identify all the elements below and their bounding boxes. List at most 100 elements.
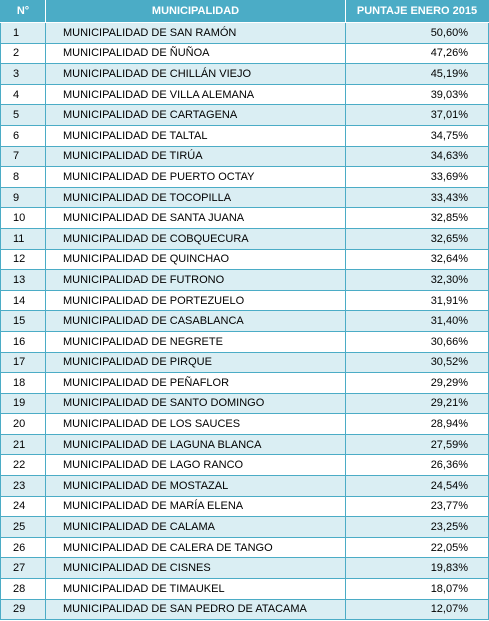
table-row: 13 MUNICIPALIDAD DE FUTRONO 32,30% xyxy=(0,269,489,291)
row-municipality: MUNICIPALIDAD DE CALAMA xyxy=(45,516,346,538)
row-municipality: MUNICIPALIDAD DE QUINCHAO xyxy=(45,248,346,271)
table-row: 17 MUNICIPALIDAD DE PIRQUE 30,52% xyxy=(0,351,489,374)
row-number: 20 xyxy=(0,413,46,435)
row-score: 23,25% xyxy=(345,516,489,538)
row-score: 47,26% xyxy=(345,42,489,65)
row-score: 27,59% xyxy=(345,433,489,456)
row-number: 29 xyxy=(0,598,46,621)
row-score: 32,64% xyxy=(345,248,489,271)
row-number: 10 xyxy=(0,207,46,229)
row-score: 45,19% xyxy=(345,63,489,85)
row-municipality: MUNICIPALIDAD DE MARÍA ELENA xyxy=(45,495,346,518)
row-number: 28 xyxy=(0,578,46,600)
table-row: 16 MUNICIPALIDAD DE NEGRETE 30,66% xyxy=(0,330,489,353)
row-number: 3 xyxy=(0,63,46,85)
row-score: 29,29% xyxy=(345,372,489,394)
row-score: 32,85% xyxy=(345,207,489,229)
row-score: 18,07% xyxy=(345,578,489,600)
table-body: 1 MUNICIPALIDAD DE SAN RAMÓN 50,60% 2 MUNICI… xyxy=(0,22,489,621)
row-municipality: MUNICIPALIDAD DE LAGUNA BLANCA xyxy=(45,433,346,456)
row-number: 6 xyxy=(0,124,46,147)
row-score: 39,03% xyxy=(345,83,489,106)
row-number: 23 xyxy=(0,475,46,497)
row-municipality: MUNICIPALIDAD DE SAN PEDRO DE ATACAMA xyxy=(45,598,346,621)
table-row: 23 MUNICIPALIDAD DE MOSTAZAL 24,54% xyxy=(0,475,489,497)
table-row: 24 MUNICIPALIDAD DE MARÍA ELENA 23,77% xyxy=(0,495,489,518)
row-number: 27 xyxy=(0,557,46,580)
row-score: 34,63% xyxy=(345,145,489,168)
row-score: 31,91% xyxy=(345,289,489,312)
row-score: 30,66% xyxy=(345,330,489,353)
header-score: PUNTAJE ENERO 2015 xyxy=(345,0,489,23)
row-municipality: MUNICIPALIDAD DE TALTAL xyxy=(45,124,346,147)
row-municipality: MUNICIPALIDAD DE FUTRONO xyxy=(45,269,346,291)
row-number: 16 xyxy=(0,330,46,353)
row-number: 1 xyxy=(0,22,46,44)
header-municipality: MUNICIPALIDAD xyxy=(45,0,346,23)
row-number: 12 xyxy=(0,248,46,271)
row-municipality: MUNICIPALIDAD DE COBQUECURA xyxy=(45,227,346,250)
table-row: 9 MUNICIPALIDAD DE TOCOPILLA 33,43% xyxy=(0,186,489,209)
row-score: 31,40% xyxy=(345,310,489,332)
row-number: 13 xyxy=(0,269,46,291)
row-score: 37,01% xyxy=(345,104,489,126)
row-score: 32,65% xyxy=(345,227,489,250)
row-score: 29,21% xyxy=(345,392,489,415)
table-row: 3 MUNICIPALIDAD DE CHILLÁN VIEJO 45,19% xyxy=(0,63,489,85)
row-number: 19 xyxy=(0,392,46,415)
row-score: 12,07% xyxy=(345,598,489,621)
table-row: 20 MUNICIPALIDAD DE LOS SAUCES 28,94% xyxy=(0,413,489,435)
table-row: 11 MUNICIPALIDAD DE COBQUECURA 32,65% xyxy=(0,227,489,250)
table-row: 12 MUNICIPALIDAD DE QUINCHAO 32,64% xyxy=(0,248,489,271)
row-municipality: MUNICIPALIDAD DE TOCOPILLA xyxy=(45,186,346,209)
row-score: 34,75% xyxy=(345,124,489,147)
row-municipality: MUNICIPALIDAD DE PEÑAFLOR xyxy=(45,372,346,394)
row-municipality: MUNICIPALIDAD DE NEGRETE xyxy=(45,330,346,353)
row-number: 11 xyxy=(0,227,46,250)
row-number: 25 xyxy=(0,516,46,538)
table-row: 6 MUNICIPALIDAD DE TALTAL 34,75% xyxy=(0,124,489,147)
table-row: 25 MUNICIPALIDAD DE CALAMA 23,25% xyxy=(0,516,489,538)
row-municipality: MUNICIPALIDAD DE TIRÚA xyxy=(45,145,346,168)
row-score: 28,94% xyxy=(345,413,489,435)
row-municipality: MUNICIPALIDAD DE ÑUÑOA xyxy=(45,42,346,65)
row-municipality: MUNICIPALIDAD DE PORTEZUELO xyxy=(45,289,346,312)
table-row: 15 MUNICIPALIDAD DE CASABLANCA 31,40% xyxy=(0,310,489,332)
table-row: 1 MUNICIPALIDAD DE SAN RAMÓN 50,60% xyxy=(0,22,489,44)
row-number: 22 xyxy=(0,454,46,477)
table-row: 19 MUNICIPALIDAD DE SANTO DOMINGO 29,21% xyxy=(0,392,489,415)
row-score: 33,43% xyxy=(345,186,489,209)
row-number: 14 xyxy=(0,289,46,312)
row-number: 5 xyxy=(0,104,46,126)
row-municipality: MUNICIPALIDAD DE VILLA ALEMANA xyxy=(45,83,346,106)
row-municipality: MUNICIPALIDAD DE LOS SAUCES xyxy=(45,413,346,435)
row-municipality: MUNICIPALIDAD DE SAN RAMÓN xyxy=(45,22,346,44)
row-municipality: MUNICIPALIDAD DE SANTO DOMINGO xyxy=(45,392,346,415)
row-score: 26,36% xyxy=(345,454,489,477)
row-score: 50,60% xyxy=(345,22,489,44)
row-municipality: MUNICIPALIDAD DE CALERA DE TANGO xyxy=(45,536,346,559)
row-score: 32,30% xyxy=(345,269,489,291)
row-number: 2 xyxy=(0,42,46,65)
row-municipality: MUNICIPALIDAD DE LAGO RANCO xyxy=(45,454,346,477)
row-municipality: MUNICIPALIDAD DE MOSTAZAL xyxy=(45,475,346,497)
header-row: N° MUNICIPALIDAD PUNTAJE ENERO 2015 xyxy=(0,0,489,23)
table-row: 8 MUNICIPALIDAD DE PUERTO OCTAY 33,69% xyxy=(0,166,489,188)
table-row: 29 MUNICIPALIDAD DE SAN PEDRO DE ATACAMA 1… xyxy=(0,598,489,621)
row-number: 26 xyxy=(0,536,46,559)
row-score: 24,54% xyxy=(345,475,489,497)
row-number: 18 xyxy=(0,372,46,394)
row-score: 22,05% xyxy=(345,536,489,559)
table-row: 5 MUNICIPALIDAD DE CARTAGENA 37,01% xyxy=(0,104,489,126)
row-number: 15 xyxy=(0,310,46,332)
row-number: 4 xyxy=(0,83,46,106)
row-municipality: MUNICIPALIDAD DE PIRQUE xyxy=(45,351,346,374)
table-row: 7 MUNICIPALIDAD DE TIRÚA 34,63% xyxy=(0,145,489,168)
row-score: 23,77% xyxy=(345,495,489,518)
table-row: 27 MUNICIPALIDAD DE CISNES 19,83% xyxy=(0,557,489,580)
row-municipality: MUNICIPALIDAD DE TIMAUKEL xyxy=(45,578,346,600)
row-municipality: MUNICIPALIDAD DE CARTAGENA xyxy=(45,104,346,126)
table-row: 14 MUNICIPALIDAD DE PORTEZUELO 31,91% xyxy=(0,289,489,312)
